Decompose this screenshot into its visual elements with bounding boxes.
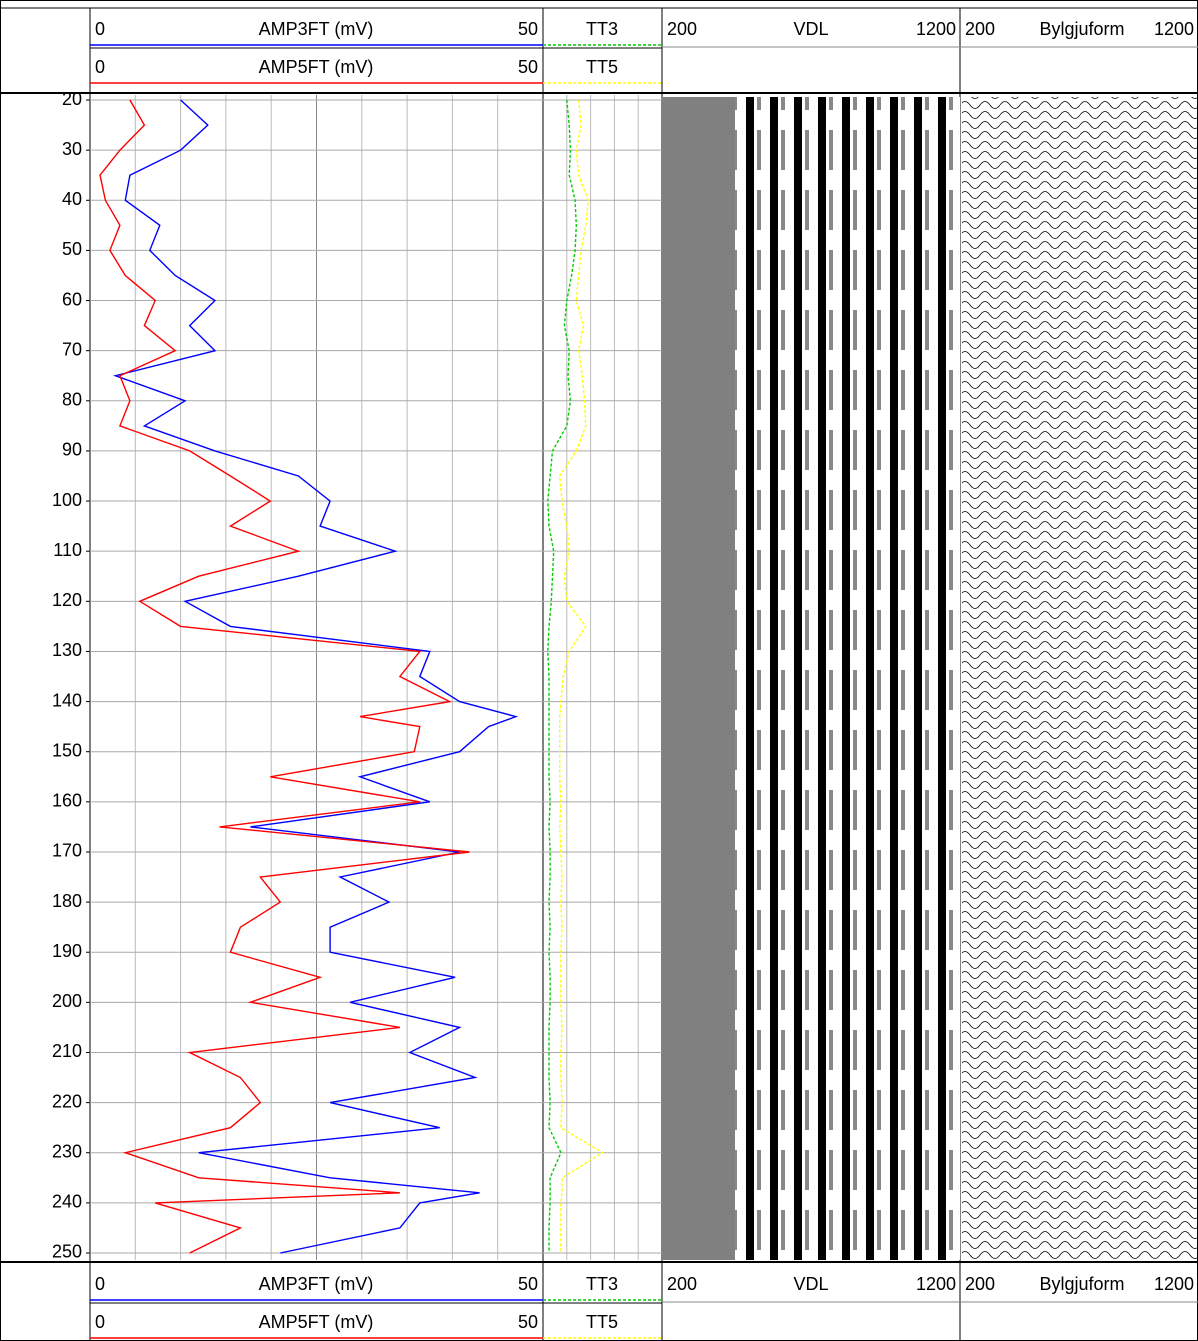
depth-label: 50: [62, 239, 82, 259]
track-name: VDL: [793, 19, 828, 39]
depth-label: 100: [52, 490, 82, 510]
depth-label: 230: [52, 1141, 82, 1161]
curve-name: AMP3FT (mV): [259, 19, 374, 39]
log-curve: [113, 99, 519, 1254]
curve-name: TT3: [586, 19, 618, 39]
depth-label: 20: [62, 89, 82, 109]
depth-label: 220: [52, 1091, 82, 1111]
scale-min: 200: [965, 19, 995, 39]
depth-label: 40: [62, 189, 82, 209]
scale-min: 0: [95, 19, 105, 39]
vdl-blank: [662, 97, 735, 1260]
scale-max: 50: [518, 1274, 538, 1294]
scale-min: 0: [95, 1274, 105, 1294]
scale-max: 1200: [1154, 1274, 1194, 1294]
scale-max: 1200: [916, 1274, 956, 1294]
scale-min: 200: [667, 19, 697, 39]
depth-label: 210: [52, 1041, 82, 1061]
depth-label: 70: [62, 339, 82, 359]
curve-name: TT3: [586, 1274, 618, 1294]
vdl-image: [735, 97, 960, 1260]
waveform-image: [962, 97, 1198, 1260]
depth-label: 170: [52, 841, 82, 861]
depth-label: 120: [52, 590, 82, 610]
track-name: Bylgjuform: [1039, 19, 1124, 39]
depth-label: 90: [62, 440, 82, 460]
track-name: Bylgjuform: [1039, 1274, 1124, 1294]
log-curve: [547, 99, 578, 1253]
log-curve: [558, 99, 604, 1253]
depth-label: 110: [53, 540, 82, 560]
scale-max: 1200: [1154, 19, 1194, 39]
track-name: VDL: [793, 1274, 828, 1294]
scale-min: 0: [95, 1312, 105, 1332]
depth-label: 150: [52, 740, 82, 760]
depth-label: 80: [62, 390, 82, 410]
scale-max: 50: [518, 19, 538, 39]
depth-label: 250: [52, 1242, 82, 1262]
depth-label: 60: [62, 289, 82, 309]
curve-name: TT5: [586, 1312, 618, 1332]
depth-label: 200: [52, 991, 82, 1011]
depth-label: 190: [52, 941, 82, 961]
scale-min: 200: [965, 1274, 995, 1294]
scale-min: 0: [95, 57, 105, 77]
curve-name: AMP5FT (mV): [259, 57, 374, 77]
log-curve: [99, 99, 470, 1254]
scale-max: 1200: [916, 19, 956, 39]
scale-max: 50: [518, 1312, 538, 1332]
depth-label: 160: [52, 791, 82, 811]
curve-name: AMP3FT (mV): [259, 1274, 374, 1294]
scale-min: 200: [667, 1274, 697, 1294]
depth-label: 240: [52, 1192, 82, 1212]
depth-label: 30: [62, 139, 82, 159]
depth-label: 180: [52, 891, 82, 911]
depth-label: 140: [52, 690, 82, 710]
depth-label: 130: [52, 640, 82, 660]
curve-name: AMP5FT (mV): [259, 1312, 374, 1332]
curve-name: TT5: [586, 57, 618, 77]
scale-max: 50: [518, 57, 538, 77]
